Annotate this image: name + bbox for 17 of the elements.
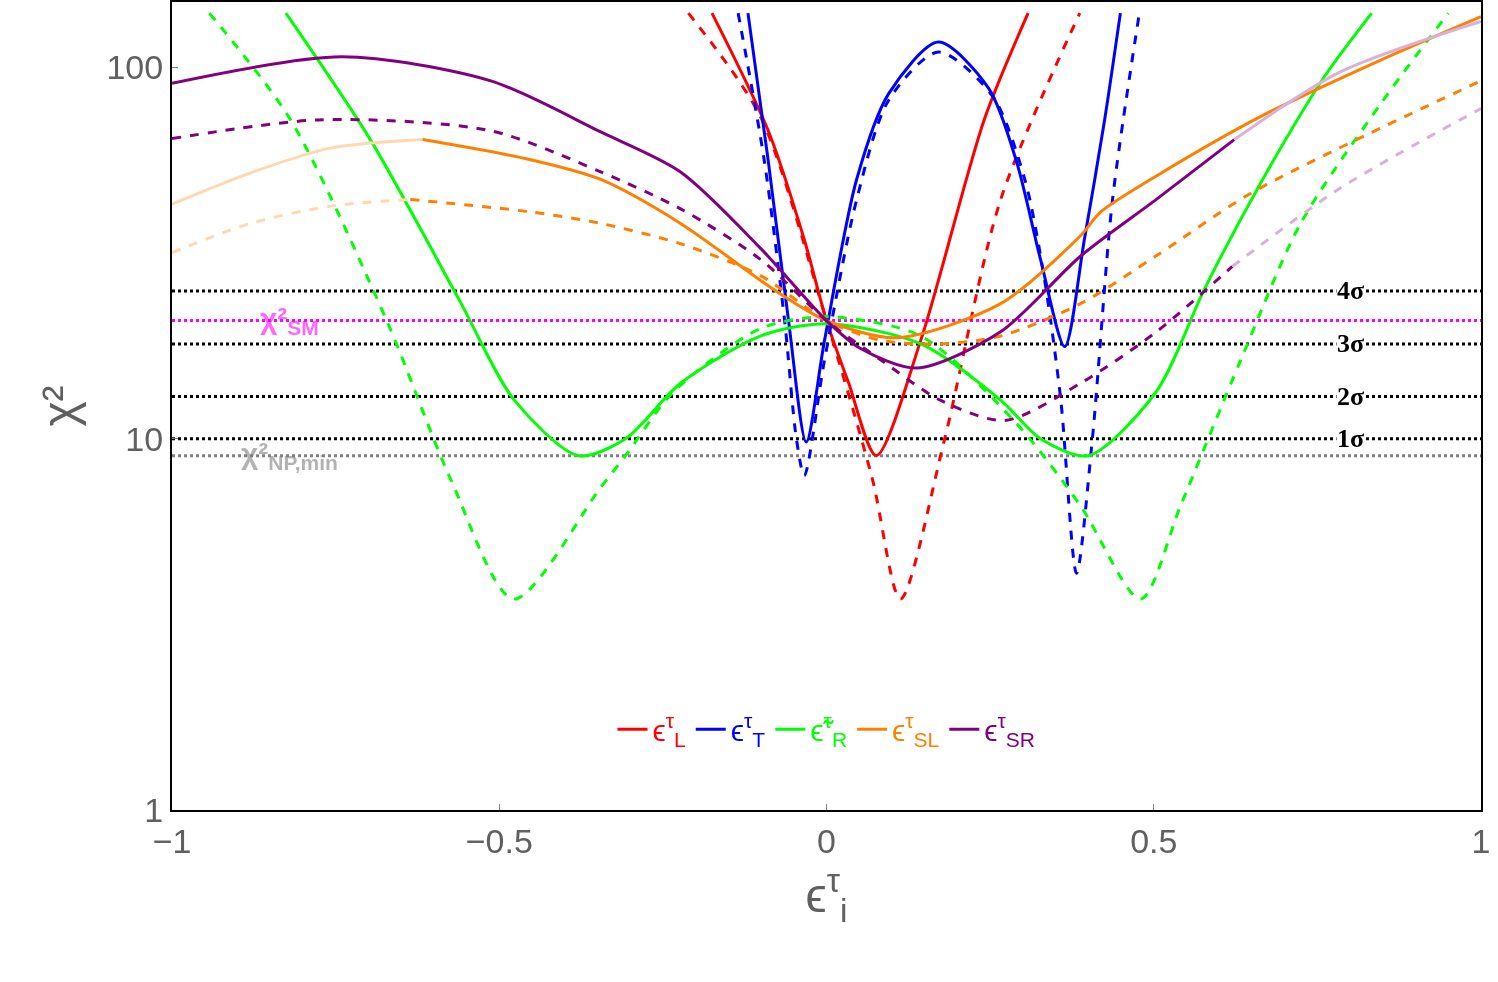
x-tick-label: 1	[1471, 821, 1491, 860]
ref-line-label: 1σ	[1337, 424, 1365, 453]
ref-line-label: 2σ	[1337, 382, 1365, 411]
x-tick-label: 0	[817, 821, 836, 860]
line-series	[207, 11, 1450, 601]
x-tick-label: 0.5	[1130, 821, 1178, 860]
ref-line-label: 3σ	[1337, 329, 1365, 358]
y-tick-label: 100	[106, 48, 164, 87]
line-series	[172, 138, 425, 206]
line-series	[686, 11, 1082, 601]
annotation: χ²$_{NP,min}$	[241, 437, 338, 475]
annotation: χ²$_{SM}$	[260, 302, 319, 340]
x-tick-label: −0.5	[465, 821, 533, 860]
y-tick-label: 10	[125, 419, 164, 458]
y-axis-title: χ²	[32, 385, 86, 427]
ref-line-label: 4σ	[1337, 276, 1365, 305]
line-series	[736, 11, 1141, 575]
